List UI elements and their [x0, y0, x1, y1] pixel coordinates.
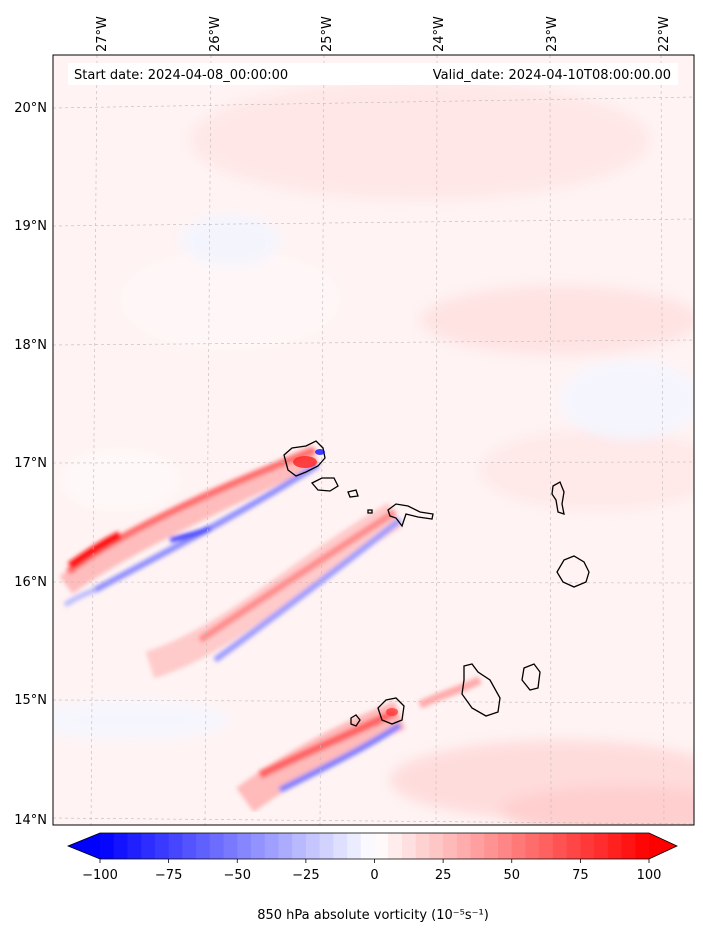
colorbar-bin [292, 833, 307, 859]
lon-label: 26°W [208, 16, 223, 52]
island-branco [367, 509, 373, 514]
map-frame [52, 54, 695, 826]
colorbar-bin [635, 833, 650, 859]
lat-label: 19°N [14, 219, 47, 234]
colorbar-bin [552, 833, 568, 859]
colorbar-bin [141, 833, 156, 859]
colorbar-bin [456, 833, 472, 859]
colorbar-bin [443, 833, 458, 859]
colorbar-bin [347, 833, 362, 859]
colorbar-bin [182, 833, 197, 859]
colorbar-tick-label: −100 [82, 868, 118, 883]
colorbar-bin [388, 833, 403, 859]
gridlines [53, 55, 694, 825]
island-maio [521, 663, 541, 691]
colorbar-bin [498, 833, 513, 859]
colorbar-bin [525, 833, 540, 859]
island-vorticity-spots [293, 449, 398, 716]
colorbar-tick-label: −25 [292, 868, 319, 883]
lat-label: 15°N [14, 693, 47, 708]
colorbar-bin [113, 833, 129, 859]
colorbar-bin [168, 833, 183, 859]
colorbar-ticks: −100 −75 −50 −25 0 25 50 75 100 [82, 859, 661, 883]
lon-label: 25°W [320, 16, 335, 52]
colorbar-extend-high [649, 833, 677, 859]
colorbar-bin [401, 833, 417, 859]
colorbar-tick-label: 100 [637, 868, 662, 883]
colorbar-tick-label: 25 [435, 868, 452, 883]
colorbar-bin [374, 833, 389, 859]
lon-label: 27°W [95, 16, 110, 52]
island-santa-luzia [347, 489, 359, 498]
colorbar-bin [539, 833, 554, 859]
longitude-labels: 27°W 26°W 25°W 24°W 23°W 22°W [95, 16, 672, 52]
vorticity-field [53, 55, 694, 825]
colorbar-bin [429, 833, 444, 859]
lon-label: 24°W [432, 16, 447, 52]
lon-label: 22°W [657, 16, 672, 52]
colorbar-label: 850 hPa absolute vorticity (10⁻⁵s⁻¹) [257, 908, 489, 923]
colorbar-bin [305, 833, 321, 859]
lat-label: 14°N [14, 813, 47, 828]
island-fogo [377, 697, 405, 725]
colorbar-bin [237, 833, 252, 859]
lon-label: 23°W [545, 16, 560, 52]
colorbar-bin [415, 833, 430, 859]
colorbar-bin [196, 833, 211, 859]
island-sal [551, 481, 565, 515]
lat-label: 16°N [14, 575, 47, 590]
colorbar-bin [127, 833, 142, 859]
island-santiago [461, 663, 501, 717]
colorbar-tick-label: 50 [503, 868, 520, 883]
lat-label: 17°N [14, 456, 47, 471]
colorbar-bin [319, 833, 334, 859]
island-sao-vicente [310, 477, 339, 492]
start-date-label: Start date: 2024-04-08_00:00:00 [74, 68, 288, 83]
colorbar-bin [209, 833, 225, 859]
colorbar-bin [484, 833, 499, 859]
colorbar-bin [100, 833, 115, 859]
colorbar-bin [223, 833, 238, 859]
colorbar-tick-label: 75 [572, 868, 589, 883]
island-santo-antao [283, 440, 326, 477]
annotation-box [68, 63, 678, 85]
colorbar-extend-low [68, 833, 100, 859]
lat-label: 18°N [14, 338, 47, 353]
colorbar-bin [278, 833, 293, 859]
shear-band-south [236, 676, 482, 813]
colorbar-bin [621, 833, 636, 859]
shear-band-north [59, 445, 320, 608]
island-boa-vista [556, 555, 590, 588]
colorbar-bin [566, 833, 581, 859]
colorbar-bin [154, 833, 170, 859]
colorbar-bin [511, 833, 527, 859]
lat-label: 20°N [14, 101, 47, 116]
shear-band-middle [145, 502, 403, 679]
colorbar: −100 −75 −50 −25 0 25 50 75 100 850 hPa absolute… [66, 832, 678, 923]
colorbar-bin [470, 833, 485, 859]
valid-date-label: Valid_date: 2024-04-10T08:00:00.00 [433, 68, 671, 83]
colorbar-bin [607, 833, 623, 859]
latitude-labels: 20°N 19°N 18°N 17°N 16°N 15°N 14°N [14, 101, 47, 828]
island-brava [350, 714, 361, 727]
colorbar-bin [333, 833, 348, 859]
colorbar-tick-label: −50 [224, 868, 251, 883]
colorbar-bin [250, 833, 266, 859]
colorbar-tick-label: −75 [155, 868, 182, 883]
colorbar-bins [100, 833, 650, 859]
island-sao-nicolau [387, 503, 434, 528]
colorbar-bin [580, 833, 595, 859]
colorbar-tick-label: 0 [370, 868, 378, 883]
colorbar-bin [360, 833, 376, 859]
colorbar-bin [594, 833, 609, 859]
coastlines [283, 440, 590, 727]
colorbar-bin [264, 833, 280, 859]
